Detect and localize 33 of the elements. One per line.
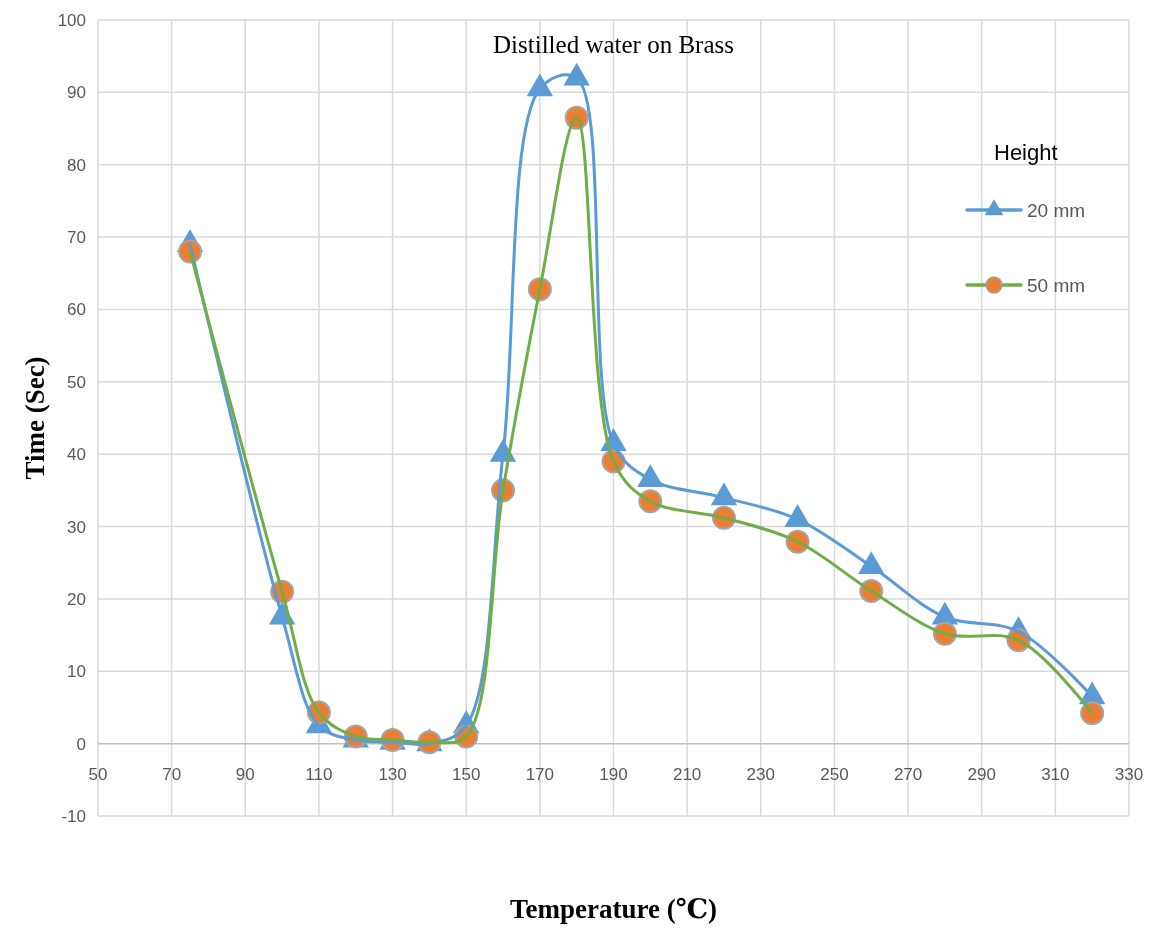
y-tick-label: 50 xyxy=(67,372,86,392)
chart-title: Distilled water on Brass xyxy=(493,31,734,58)
y-axis-title: Time (Sec) xyxy=(20,356,50,480)
x-tick-label: 50 xyxy=(88,764,108,784)
y-tick-label: 90 xyxy=(67,83,86,103)
x-tick-label: 110 xyxy=(305,764,333,784)
x-tick-label: 150 xyxy=(452,764,481,784)
x-tick-label: 70 xyxy=(162,764,182,784)
y-tick-label: 20 xyxy=(67,589,86,609)
y-tick-label: -10 xyxy=(61,807,86,826)
x-tick-label: 230 xyxy=(746,764,775,784)
y-tick-label: 100 xyxy=(57,11,86,30)
y-tick-label: 40 xyxy=(67,445,86,465)
x-axis-title: Temperature (℃) xyxy=(509,894,718,924)
x-tick-label: 310 xyxy=(1041,764,1070,784)
x-tick-label: 130 xyxy=(378,764,407,784)
y-tick-label: 70 xyxy=(67,228,86,248)
x-tick-label: 330 xyxy=(1114,764,1144,784)
x-tick-label: 250 xyxy=(820,764,849,784)
y-tick-label: 60 xyxy=(67,300,86,320)
legend-label: 50 mm xyxy=(1027,275,1086,296)
x-tick-label: 190 xyxy=(599,764,628,784)
y-tick-label: 0 xyxy=(76,734,86,754)
x-tick-label: 290 xyxy=(967,764,996,784)
x-tick-label: 270 xyxy=(893,764,923,784)
y-tick-label: 80 xyxy=(67,155,86,175)
legend-title: Height xyxy=(994,140,1058,165)
legend-label: 20 mm xyxy=(1027,200,1086,221)
x-tick-label: 210 xyxy=(672,764,702,784)
x-tick-label: 170 xyxy=(525,764,555,784)
y-tick-label: 10 xyxy=(67,662,86,682)
y-tick-label: 30 xyxy=(67,517,86,537)
x-tick-label: 90 xyxy=(235,764,255,784)
